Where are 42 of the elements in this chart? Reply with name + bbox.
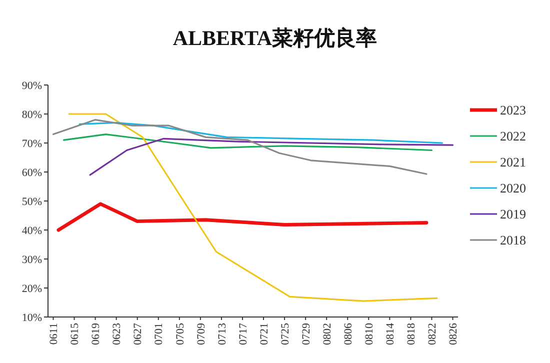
x-tick-label: 0818 [406,322,418,345]
x-tick-label: 0623 [111,322,124,345]
legend-label: 2022 [500,128,526,144]
x-tick-label: 0806 [342,322,354,345]
y-tick-label: 50% [22,196,42,208]
line-series [89,138,454,176]
y-tick-label: 20% [22,282,42,295]
x-tick-label: 0619 [90,322,102,345]
x-tick-label: 0717 [237,322,250,345]
x-tick-label: 0615 [69,322,82,345]
x-tick-label: 0721 [258,323,270,345]
x-tick-label: 0611 [48,323,60,345]
x-tick-label: 0627 [132,322,144,345]
line-series [78,122,444,144]
chart-title: ALBERTA菜籽优良率 [172,26,378,50]
legend-label: 2021 [500,154,526,170]
legend-label: 2019 [500,206,526,222]
x-tick-label: 0822 [426,323,439,345]
x-tick-label: 0814 [384,322,397,345]
line-series [68,113,438,302]
y-tick-label: 90% [22,80,42,92]
y-tick-label: 40% [22,224,42,237]
x-tick-label: 0729 [300,322,312,345]
y-tick-label: 70% [22,138,42,150]
line-series [52,119,428,175]
y-tick-label: 30% [22,254,42,266]
x-tick-label: 0705 [174,322,186,345]
x-tick-label: 0713 [216,322,228,345]
x-tick-label: 0709 [195,322,208,345]
x-tick-label: 0802 [321,323,334,345]
y-tick-label: 80% [22,108,42,121]
x-tick-label: 0826 [448,322,460,345]
legend-label: 2018 [500,232,526,248]
line-series [56,202,428,232]
legend-label: 2023 [500,102,526,118]
x-tick-label: 0701 [153,323,166,345]
y-tick-label: 60% [22,166,42,179]
x-tick-label: 0725 [279,322,292,345]
legend-label: 2020 [500,180,526,196]
y-tick-label: 10% [22,312,42,324]
line-series [62,134,433,152]
x-tick-label: 0810 [363,322,376,345]
